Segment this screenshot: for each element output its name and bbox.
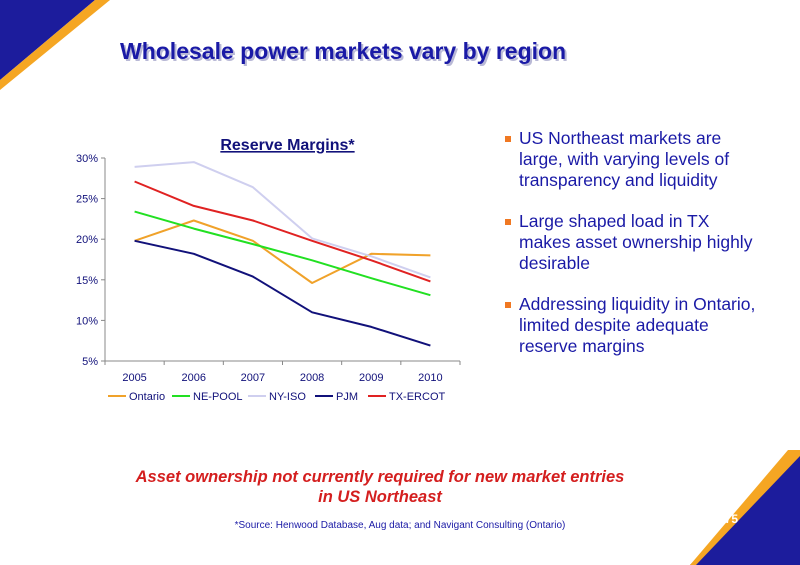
legend-label: NY-ISO [269,391,306,403]
chart-title: Reserve Margins* [220,137,355,154]
series-line-ontario [134,219,431,284]
x-tick-label: 2006 [182,372,206,384]
y-tick-label: 25% [76,194,98,206]
legend-label: Ontario [129,391,165,403]
source-note: *Source: Henwood Database, Aug data; and… [234,520,566,531]
x-tick-label: 2008 [300,372,324,384]
bullet-square-icon [505,136,511,142]
bullet-text: US Northeast markets are large, with var… [519,128,730,190]
page-number: 75 [724,512,738,526]
bullet-square-icon [505,302,511,308]
chart-canvas: Reserve Margins* 5% 10% 15% 20% 25% 30% 2005 200… [76,137,461,403]
legend-label: TX-ERCOT [389,391,446,403]
callout-text: Asset ownership not currently required f… [100,467,660,507]
series-line-tx-ercot [134,180,431,283]
bullet-item: Addressing liquidity in Ontario, limited… [505,294,765,357]
bullet-square-icon [505,219,511,225]
series-line-ny-iso [134,161,431,279]
series-line-ne-pool [134,210,431,297]
series-line-pjm [134,239,431,347]
slide-title: Wholesale power markets vary by region [120,38,567,64]
y-tick-label: 15% [76,275,98,287]
corner-decoration-bottom-right [690,450,800,565]
bullet-list: US Northeast markets are large, with var… [505,128,765,377]
x-tick-label: 2005 [122,372,146,384]
y-tick-label: 5% [82,356,98,368]
y-tick-label: 30% [76,153,98,165]
y-tick-label: 10% [76,315,98,327]
callout-line-1: Asset ownership not currently required f… [135,468,625,486]
legend-label: PJM [336,391,358,403]
x-tick-label: 2009 [359,372,383,384]
y-tick-label: 20% [76,234,98,246]
bullet-item: Large shaped load in TX makes asset owne… [505,211,765,274]
callout-line-2: in US Northeast [318,488,442,506]
x-tick-label: 2010 [418,372,442,384]
reserve-margins-chart: Reserve Margins* 5% 10% 15% 20% 25% 30% 2005 200… [60,128,470,418]
x-tick-label: 2007 [241,372,265,384]
bullet-text: Large shaped load in TX makes asset owne… [519,211,753,273]
bullet-text: Addressing liquidity in Ontario, limited… [519,294,756,356]
bullet-item: US Northeast markets are large, with var… [505,128,765,191]
legend-label: NE-POOL [193,391,243,403]
corner-decoration-top-left [0,0,110,90]
